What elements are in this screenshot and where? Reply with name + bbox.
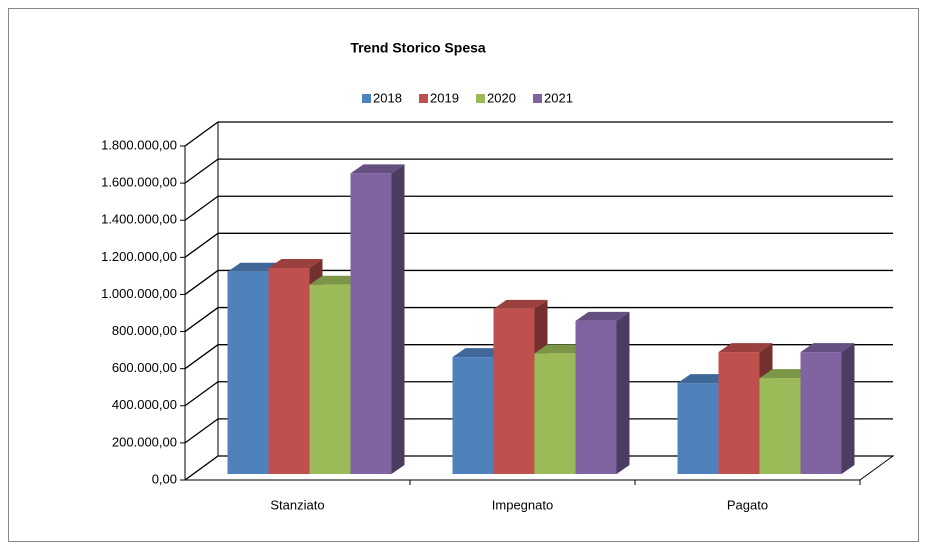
bar-top	[800, 343, 855, 353]
bar-top	[759, 369, 814, 379]
bar	[452, 357, 494, 474]
bar	[534, 353, 576, 474]
bar-side	[391, 164, 405, 474]
legend-label: 2021	[544, 90, 573, 105]
grid-line	[184, 232, 893, 258]
legend-label: 2019	[430, 90, 459, 105]
y-tick-label: 200.000,00	[112, 434, 177, 449]
bar	[227, 271, 269, 474]
grid-line	[184, 418, 893, 444]
bar	[677, 383, 719, 474]
chart-title: Trend Storico Spesa	[350, 40, 486, 56]
x-tick-label: Impegnato	[492, 497, 553, 512]
grid-line	[184, 381, 893, 407]
grid-line	[184, 121, 893, 147]
bar-top	[268, 259, 323, 269]
x-tick-label: Pagato	[727, 497, 768, 512]
y-tick-label: 1.400.000,00	[101, 212, 177, 227]
bar-top	[534, 344, 589, 354]
bar	[493, 308, 535, 474]
legend-label: 2018	[373, 90, 402, 105]
bar-top	[493, 299, 548, 309]
y-tick-label: 0,00	[152, 471, 177, 486]
y-tick-label: 600.000,00	[112, 360, 177, 375]
bar-top	[452, 348, 507, 358]
y-tick-label: 1.000.000,00	[101, 286, 177, 301]
y-tick-label: 1.800.000,00	[101, 137, 177, 152]
legend-swatch	[362, 94, 371, 103]
bar-top	[309, 275, 364, 285]
grid-line	[184, 195, 893, 221]
bar	[309, 284, 351, 474]
legend-swatch	[476, 94, 485, 103]
bar-top	[575, 311, 630, 321]
y-tick-label: 800.000,00	[112, 323, 177, 338]
bar	[800, 352, 842, 474]
bar	[759, 378, 801, 474]
legend-label: 2020	[487, 90, 516, 105]
grid-line	[184, 158, 893, 184]
bar-side	[616, 311, 630, 474]
bar	[718, 352, 760, 474]
y-tick-label: 400.000,00	[112, 397, 177, 412]
grid-line	[184, 455, 893, 481]
legend-swatch	[533, 94, 542, 103]
x-tick-label: Stanziato	[270, 497, 324, 512]
legend-swatch	[419, 94, 428, 103]
bar	[268, 268, 310, 474]
bar-top	[227, 262, 282, 272]
grid-line	[184, 306, 893, 333]
grid-line	[184, 269, 893, 295]
y-tick-label: 1.600.000,00	[101, 175, 177, 190]
bar-side	[841, 343, 855, 474]
grid-line	[184, 344, 893, 370]
bar-top	[677, 374, 732, 384]
y-tick-label: 1.200.000,00	[101, 249, 177, 264]
bar	[575, 320, 617, 474]
bar-top	[350, 164, 405, 174]
bar	[350, 173, 392, 474]
bar-top	[718, 343, 773, 353]
